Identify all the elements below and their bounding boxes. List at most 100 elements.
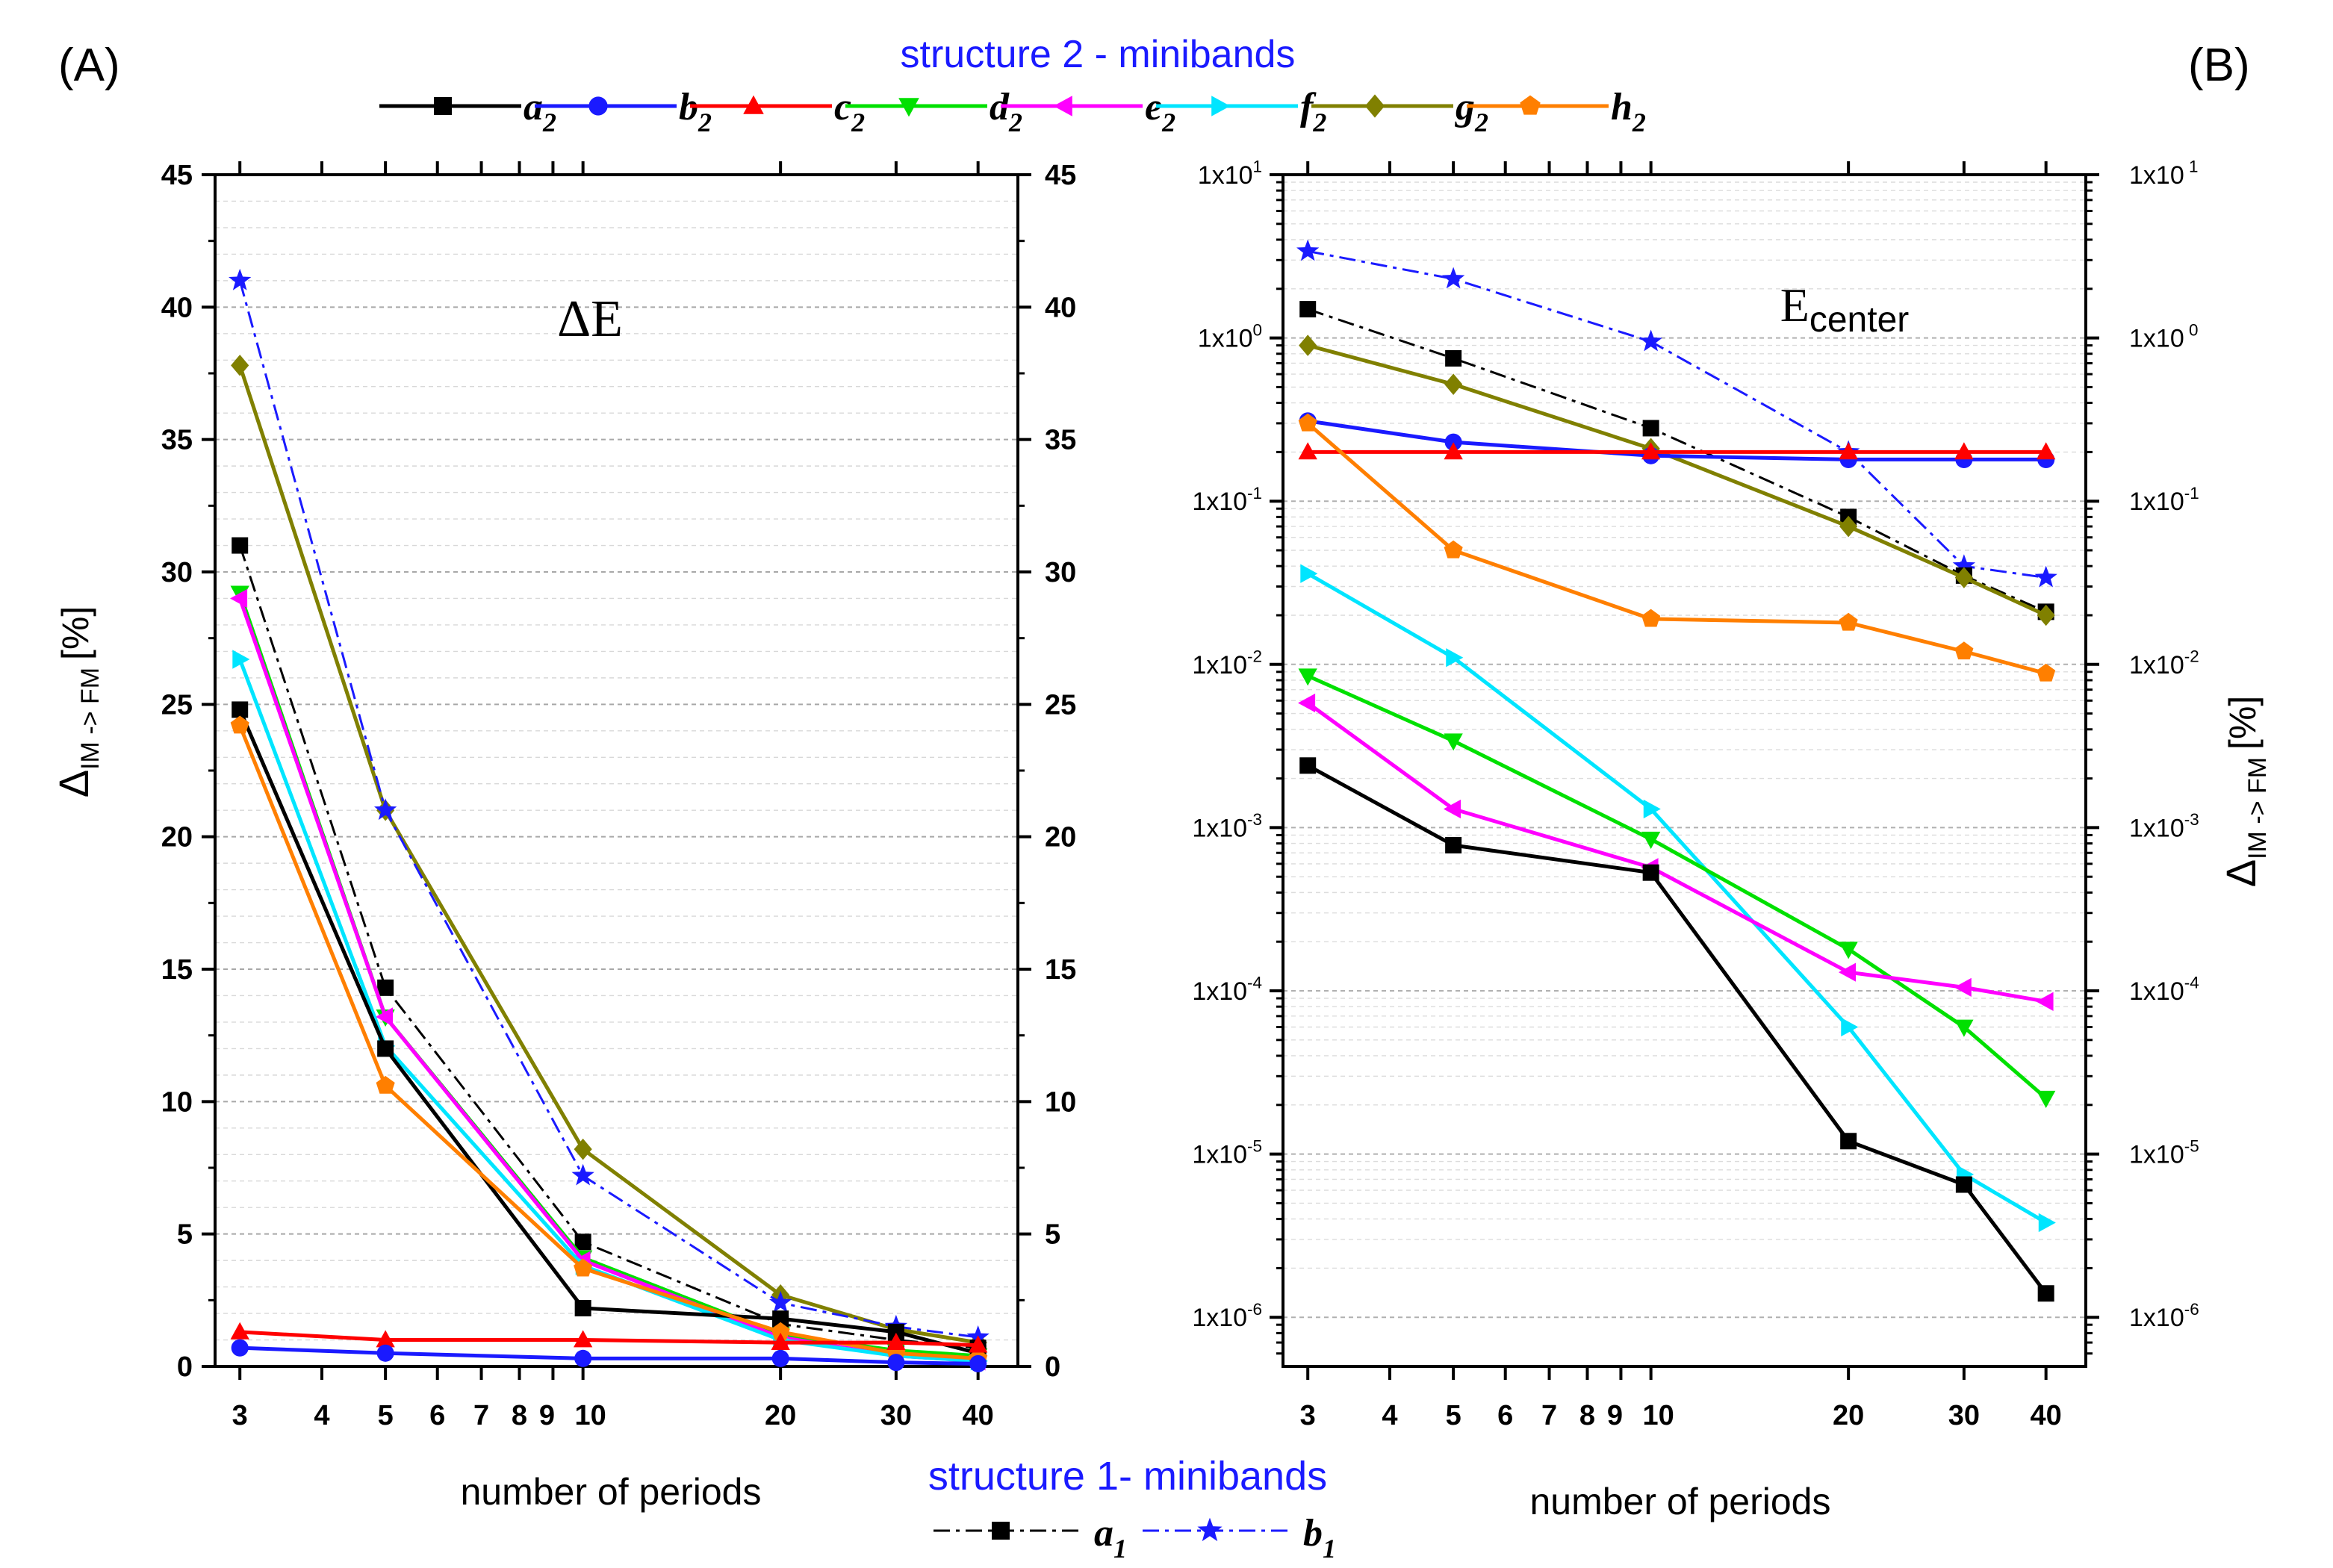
data-point-f2 — [1841, 1017, 1859, 1037]
y-tick-label: 1x10-2 — [1192, 647, 1262, 679]
series-line-b2 — [240, 1345, 978, 1366]
data-point-a2 — [887, 1323, 904, 1340]
chart-b-axes: 1x10-6 1x10-6 1x10-5 1x10-5 1x10-4 1x10-4 1x10… — [1192, 158, 2199, 1431]
legend-item-f2: f2 — [1156, 86, 1326, 137]
y-tick-label: 10 — [161, 1086, 193, 1118]
legend-item-h2: h2 — [1467, 86, 1646, 137]
chart-b-ylabel-unit: [%] — [2222, 696, 2264, 750]
data-point-c2 — [1641, 442, 1661, 460]
y-tick-label-right: 45 — [1045, 160, 1076, 191]
data-point-h2 — [1298, 413, 1317, 432]
y-tick-label-right: 35 — [1045, 425, 1076, 456]
data-point-h2 — [1839, 612, 1858, 631]
legend-label-h2: h2 — [1611, 86, 1646, 137]
data-point-h2 — [230, 715, 249, 734]
legend-marker-h2 — [1520, 95, 1541, 115]
data-point-b1 — [373, 798, 397, 821]
series-c2 — [1298, 442, 2056, 460]
data-point-a1 — [232, 537, 249, 554]
chart-b-ylabel: Δ — [2217, 859, 2264, 887]
legend-marker-a2 — [434, 97, 452, 115]
x-tick-label: 10 — [1643, 1400, 1674, 1431]
data-point-h2 — [1444, 540, 1463, 559]
chart-a-ylabel: Δ — [50, 770, 97, 797]
data-point-b1 — [1952, 554, 1976, 576]
data-point-b1 — [768, 1290, 792, 1313]
data-point-b2 — [1444, 433, 1462, 451]
data-point-b2 — [771, 1349, 789, 1367]
data-point-a2 — [574, 1299, 591, 1316]
y-tick-label: 35 — [161, 425, 193, 456]
series-g2 — [1299, 335, 2055, 626]
y-tick-label-right: 5 — [1045, 1219, 1060, 1251]
data-point-g2 — [1954, 567, 1973, 588]
series-d2 — [1298, 668, 2056, 1108]
data-point-g2 — [574, 1138, 592, 1160]
x-tick-label: 30 — [1948, 1400, 1980, 1431]
y-tick-label: 20 — [161, 822, 193, 853]
chart-a-title: ΔE — [557, 290, 623, 348]
y-tick-label: 45 — [161, 160, 193, 191]
svg-text:ΔIM -> FM[%]: ΔIM -> FM [%] — [2217, 696, 2272, 888]
data-point-b1 — [1296, 239, 1320, 261]
data-point-b1 — [571, 1163, 594, 1186]
x-tick-label: 30 — [880, 1400, 912, 1431]
data-point-a2 — [2037, 1285, 2054, 1302]
data-point-e2 — [375, 1007, 394, 1027]
series-line-e2 — [1306, 701, 2047, 1004]
data-point-c2 — [573, 1330, 593, 1348]
data-point-c2 — [1444, 442, 1463, 460]
svg-text:ΔIM -> FM[%]: ΔIM -> FM [%] — [50, 606, 105, 798]
chart-a-xlabel: number of periods — [460, 1471, 761, 1513]
panel-a-label: (A) — [58, 40, 120, 91]
y-tick-label-right: 1x10-5 — [2129, 1136, 2199, 1169]
legend-item-c2: c2 — [690, 86, 865, 137]
y-tick-label: 30 — [161, 557, 193, 588]
legend-label-a2: a2 — [524, 86, 556, 137]
chart-b-title: E — [1780, 279, 1809, 332]
data-point-b2 — [376, 1344, 394, 1362]
y-tick-label-right: 10 — [1045, 1086, 1076, 1118]
y-tick-label-right: 1x10 0 — [2129, 320, 2198, 352]
data-point-a1 — [1445, 349, 1462, 367]
series-line-c2 — [240, 1330, 978, 1348]
data-point-c2 — [1298, 442, 1317, 460]
y-tick-label-right: 1x10-4 — [2129, 974, 2199, 1006]
data-point-a1 — [1642, 420, 1659, 437]
x-tick-label: 40 — [2031, 1400, 2062, 1431]
data-point-f2 — [1300, 564, 1318, 583]
legend-marker-e2 — [1053, 96, 1072, 116]
data-point-b2 — [887, 1354, 905, 1372]
data-point-a1 — [377, 979, 394, 996]
data-point-d2 — [2037, 1090, 2056, 1108]
legend-marker-g2 — [1364, 94, 1385, 118]
data-point-c2 — [1839, 442, 1858, 460]
data-point-d2 — [1298, 668, 1317, 686]
data-point-b1 — [229, 268, 252, 290]
data-point-b1 — [1441, 267, 1465, 289]
data-point-c2 — [886, 1332, 906, 1350]
series-line-f2 — [237, 659, 978, 1363]
series-line-b1 — [238, 280, 978, 1339]
data-point-a2 — [377, 1040, 394, 1057]
y-tick-label: 40 — [161, 292, 193, 323]
data-point-g2 — [1444, 373, 1463, 395]
chart-a-ylabel-sub: IM -> FM — [76, 668, 105, 770]
legend-item-b2: b2 — [535, 86, 712, 137]
y-tick-label: 1x10-4 — [1192, 974, 1262, 1006]
data-point-h2 — [574, 1258, 593, 1277]
series-line-g2 — [1307, 343, 2047, 617]
series-line-g2 — [237, 364, 979, 1345]
y-tick-label: 1x100 — [1198, 320, 1262, 352]
data-point-c2 — [1954, 442, 1974, 460]
x-tick-label: 40 — [963, 1400, 994, 1431]
data-point-d2 — [1954, 1019, 1974, 1037]
x-tick-label: 8 — [512, 1400, 527, 1431]
data-point-e2 — [230, 588, 248, 609]
legend-top: a2 b2 c2 d2 e2 f2 g2 h2 — [379, 86, 1646, 137]
y-tick-label-right: 1x10-3 — [2129, 810, 2199, 842]
data-point-c2 — [969, 1335, 988, 1353]
y-tick-label-right: 25 — [1045, 689, 1076, 721]
x-tick-label: 7 — [1541, 1400, 1557, 1431]
data-point-a2 — [1445, 836, 1462, 853]
